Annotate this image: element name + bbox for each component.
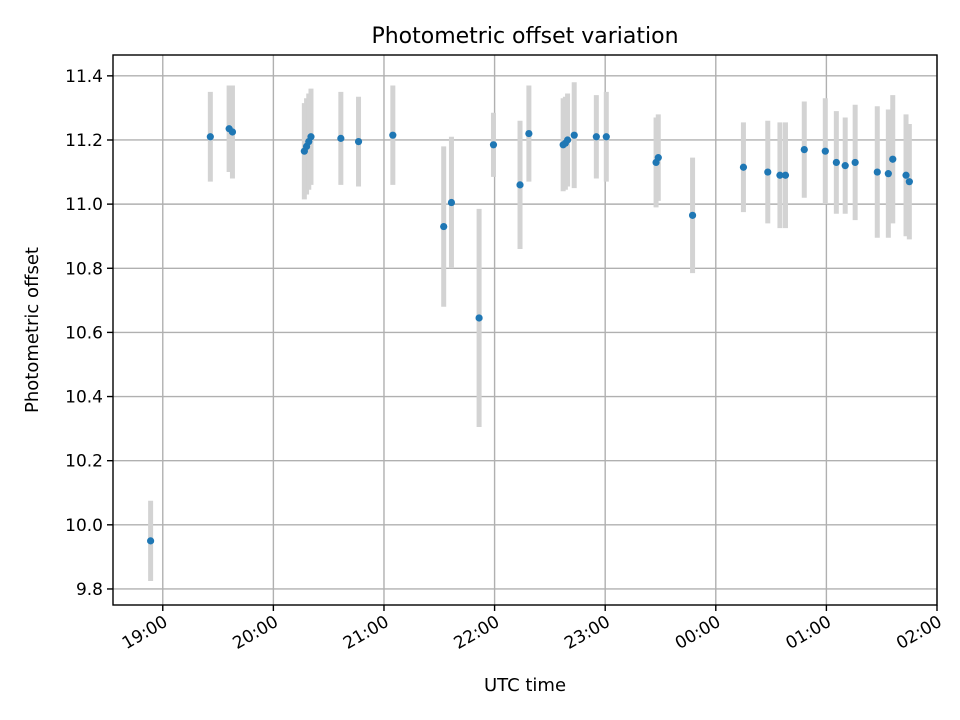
data-point bbox=[570, 131, 578, 139]
y-tick-label: 10.2 bbox=[65, 452, 103, 472]
data-point bbox=[307, 133, 315, 141]
data-point bbox=[147, 537, 155, 545]
data-point bbox=[592, 133, 600, 141]
data-point bbox=[228, 128, 237, 136]
data-point bbox=[889, 155, 897, 163]
data-point bbox=[440, 222, 448, 231]
data-point bbox=[776, 171, 784, 179]
data-point bbox=[563, 136, 572, 144]
grid-lines bbox=[113, 55, 938, 605]
y-tick-label: 10.6 bbox=[65, 323, 103, 343]
y-tick-label: 10.4 bbox=[65, 388, 103, 408]
data-point bbox=[602, 133, 610, 141]
data-point bbox=[902, 171, 910, 179]
data-point bbox=[389, 131, 397, 139]
y-tick-label: 11.4 bbox=[65, 67, 103, 87]
data-point bbox=[654, 154, 662, 162]
data-point bbox=[206, 133, 214, 141]
data-point bbox=[905, 178, 913, 186]
data-point bbox=[337, 134, 345, 142]
x-axis-label: UTC time bbox=[484, 675, 566, 696]
y-tick-label: 11.2 bbox=[65, 131, 103, 151]
data-points bbox=[147, 125, 913, 545]
data-point bbox=[739, 163, 748, 171]
y-axis-ticks: 9.8 10.0 10.2 10.4 10.6 10.8 11.0 11.2 11.4 bbox=[65, 67, 113, 600]
data-point bbox=[884, 170, 892, 178]
data-point bbox=[354, 137, 363, 146]
data-point bbox=[821, 147, 829, 155]
data-point bbox=[516, 181, 524, 189]
y-tick-label: 11.0 bbox=[65, 195, 103, 215]
y-tick-label: 10.0 bbox=[65, 516, 103, 536]
data-point bbox=[525, 129, 533, 138]
data-point bbox=[489, 141, 498, 149]
y-tick-label: 9.8 bbox=[76, 580, 103, 600]
data-point bbox=[447, 198, 456, 207]
data-point bbox=[832, 158, 840, 167]
data-point bbox=[764, 168, 772, 176]
y-tick-label: 10.8 bbox=[65, 259, 103, 279]
data-point bbox=[841, 162, 849, 170]
data-point bbox=[873, 168, 881, 176]
chart-title: Photometric offset variation bbox=[371, 24, 678, 49]
data-point bbox=[688, 211, 697, 219]
y-axis-label: Photometric offset bbox=[22, 247, 43, 413]
data-point bbox=[781, 171, 790, 179]
data-point bbox=[475, 314, 483, 322]
data-point bbox=[851, 158, 859, 167]
plot-frame bbox=[112, 54, 938, 606]
data-point bbox=[800, 146, 808, 154]
